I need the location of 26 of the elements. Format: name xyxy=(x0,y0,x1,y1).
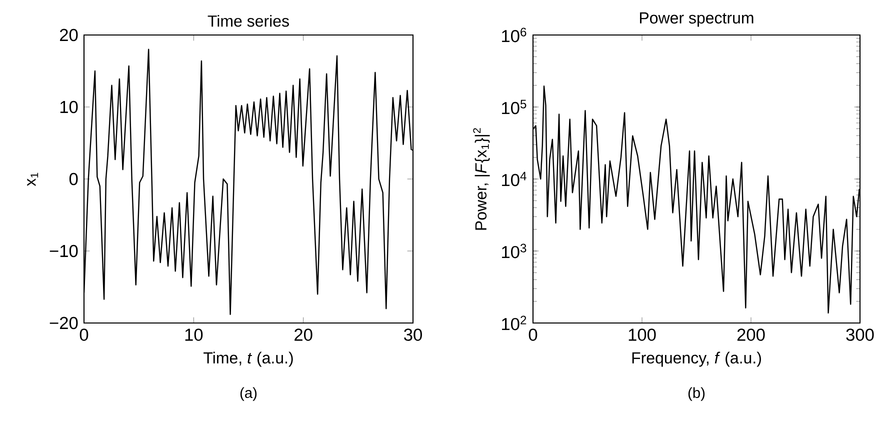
text: (b) xyxy=(688,387,705,401)
chart-title: Time series xyxy=(208,14,289,27)
x-axis-title: Time, t (a.u.) xyxy=(204,352,293,367)
y-tick-label: 20 xyxy=(60,28,78,42)
y-tick-label: 10$^{5}$ xyxy=(502,100,526,114)
y-tick-label: −10 xyxy=(50,244,78,258)
x-axis-title: Frequency, f (a.u.) xyxy=(632,352,761,367)
y-axis-title: x$_{1}$ xyxy=(27,172,38,186)
x-tick-label: 300 xyxy=(846,328,874,341)
x-tick-label: 20 xyxy=(294,328,312,341)
x-tick-label: 0 xyxy=(80,328,88,341)
y-tick-label: 10$^{3}$ xyxy=(502,244,526,258)
y-tick-label: 10 xyxy=(60,100,78,114)
text: (a) xyxy=(240,387,257,401)
x-tick-label: 200 xyxy=(737,328,765,341)
y-tick-label: 10$^{6}$ xyxy=(502,28,526,42)
x-tick-label: 0 xyxy=(528,328,538,341)
chart-title: Power spectrum xyxy=(640,12,754,27)
y-tick-label: 0 xyxy=(69,172,78,186)
x-tick-label: 30 xyxy=(404,328,422,341)
y-tick-label: 10$^{4}$ xyxy=(502,172,526,186)
x-tick-label: 100 xyxy=(628,328,656,341)
x-tick-label: 10 xyxy=(185,328,203,341)
y-tick-label: −20 xyxy=(50,316,78,330)
y-tick-label: 10$^{2}$ xyxy=(502,316,526,330)
y-axis-title: Power, |F{x$_{1}$}|$^{2}$ xyxy=(473,128,490,230)
